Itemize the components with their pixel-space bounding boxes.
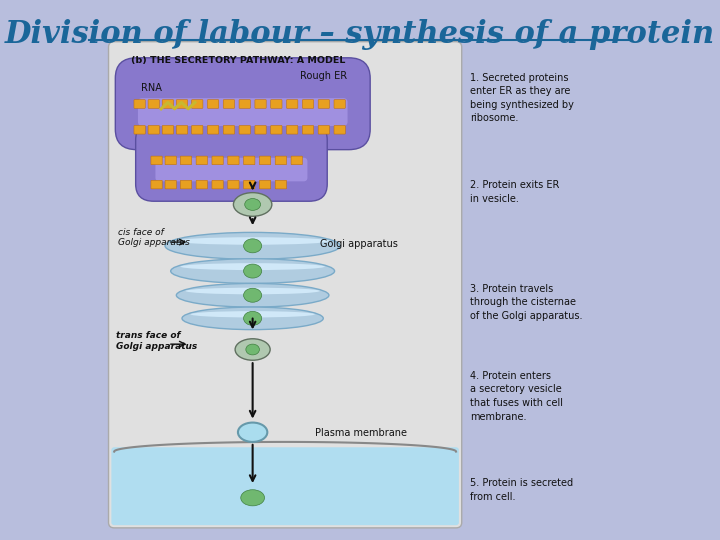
Text: cis face of
Golgi apparatus: cis face of Golgi apparatus: [118, 228, 190, 247]
FancyBboxPatch shape: [255, 125, 266, 134]
FancyBboxPatch shape: [115, 58, 370, 150]
FancyBboxPatch shape: [165, 180, 176, 189]
FancyBboxPatch shape: [243, 180, 255, 189]
FancyBboxPatch shape: [212, 156, 223, 165]
Ellipse shape: [245, 199, 261, 211]
FancyBboxPatch shape: [156, 158, 307, 181]
FancyBboxPatch shape: [275, 180, 287, 189]
Text: 5. Protein is secreted
from cell.: 5. Protein is secreted from cell.: [470, 478, 573, 502]
Ellipse shape: [182, 307, 323, 329]
FancyBboxPatch shape: [192, 100, 203, 109]
FancyBboxPatch shape: [138, 98, 348, 126]
Ellipse shape: [176, 237, 330, 245]
FancyBboxPatch shape: [192, 125, 203, 134]
FancyBboxPatch shape: [287, 100, 298, 109]
FancyBboxPatch shape: [302, 125, 314, 134]
Ellipse shape: [181, 263, 325, 270]
FancyBboxPatch shape: [134, 125, 145, 134]
FancyBboxPatch shape: [223, 125, 235, 134]
FancyBboxPatch shape: [212, 180, 223, 189]
Text: 1. Secreted proteins
enter ER as they are
being synthesized by
ribosome.: 1. Secreted proteins enter ER as they ar…: [470, 73, 574, 124]
FancyBboxPatch shape: [165, 156, 176, 165]
FancyBboxPatch shape: [318, 125, 330, 134]
Ellipse shape: [165, 232, 341, 259]
Text: Plasma membrane: Plasma membrane: [315, 428, 407, 438]
FancyBboxPatch shape: [151, 156, 162, 165]
FancyBboxPatch shape: [275, 156, 287, 165]
FancyBboxPatch shape: [239, 125, 251, 134]
FancyBboxPatch shape: [271, 125, 282, 134]
FancyBboxPatch shape: [243, 156, 255, 165]
FancyBboxPatch shape: [176, 100, 188, 109]
FancyBboxPatch shape: [162, 100, 174, 109]
FancyBboxPatch shape: [148, 100, 159, 109]
FancyBboxPatch shape: [334, 125, 346, 134]
FancyBboxPatch shape: [239, 100, 251, 109]
FancyBboxPatch shape: [255, 100, 266, 109]
Ellipse shape: [235, 339, 270, 360]
FancyBboxPatch shape: [259, 156, 271, 165]
FancyBboxPatch shape: [302, 100, 314, 109]
Text: 2. Protein exits ER
in vesicle.: 2. Protein exits ER in vesicle.: [470, 180, 559, 204]
FancyBboxPatch shape: [180, 180, 192, 189]
Ellipse shape: [243, 288, 261, 302]
Ellipse shape: [238, 423, 267, 442]
FancyBboxPatch shape: [162, 125, 174, 134]
FancyBboxPatch shape: [228, 180, 239, 189]
FancyBboxPatch shape: [228, 156, 239, 165]
FancyBboxPatch shape: [196, 180, 207, 189]
Ellipse shape: [233, 193, 272, 217]
Text: Rough ER: Rough ER: [300, 71, 347, 80]
Text: (b) THE SECRETORY PATHWAY: A MODEL: (b) THE SECRETORY PATHWAY: A MODEL: [131, 56, 346, 65]
Ellipse shape: [171, 259, 335, 284]
FancyBboxPatch shape: [271, 100, 282, 109]
FancyBboxPatch shape: [287, 125, 298, 134]
Text: 3. Protein travels
through the cisternae
of the Golgi apparatus.: 3. Protein travels through the cisternae…: [470, 284, 582, 321]
Text: Golgi apparatus: Golgi apparatus: [320, 239, 398, 249]
FancyBboxPatch shape: [180, 156, 192, 165]
FancyBboxPatch shape: [112, 447, 459, 525]
Text: 4. Protein enters
a secretory vesicle
that fuses with cell
membrane.: 4. Protein enters a secretory vesicle th…: [470, 371, 563, 422]
Text: Division of labour – synthesis of a protein: Division of labour – synthesis of a prot…: [5, 18, 715, 50]
FancyBboxPatch shape: [259, 180, 271, 189]
Ellipse shape: [243, 312, 261, 325]
FancyBboxPatch shape: [135, 123, 327, 201]
FancyBboxPatch shape: [207, 125, 219, 134]
Ellipse shape: [191, 311, 315, 318]
Ellipse shape: [246, 344, 259, 355]
FancyBboxPatch shape: [334, 100, 346, 109]
Text: trans face of
Golgi apparatus: trans face of Golgi apparatus: [116, 331, 197, 350]
FancyBboxPatch shape: [151, 180, 162, 189]
Ellipse shape: [243, 239, 261, 253]
Ellipse shape: [186, 288, 320, 294]
FancyBboxPatch shape: [291, 156, 302, 165]
FancyBboxPatch shape: [134, 100, 145, 109]
Ellipse shape: [243, 264, 261, 278]
FancyBboxPatch shape: [109, 42, 462, 528]
Ellipse shape: [176, 284, 329, 307]
FancyBboxPatch shape: [318, 100, 330, 109]
Ellipse shape: [240, 490, 264, 506]
Text: RNA: RNA: [140, 83, 161, 93]
FancyBboxPatch shape: [196, 156, 207, 165]
FancyBboxPatch shape: [223, 100, 235, 109]
FancyBboxPatch shape: [176, 125, 188, 134]
FancyBboxPatch shape: [148, 125, 159, 134]
FancyBboxPatch shape: [207, 100, 219, 109]
